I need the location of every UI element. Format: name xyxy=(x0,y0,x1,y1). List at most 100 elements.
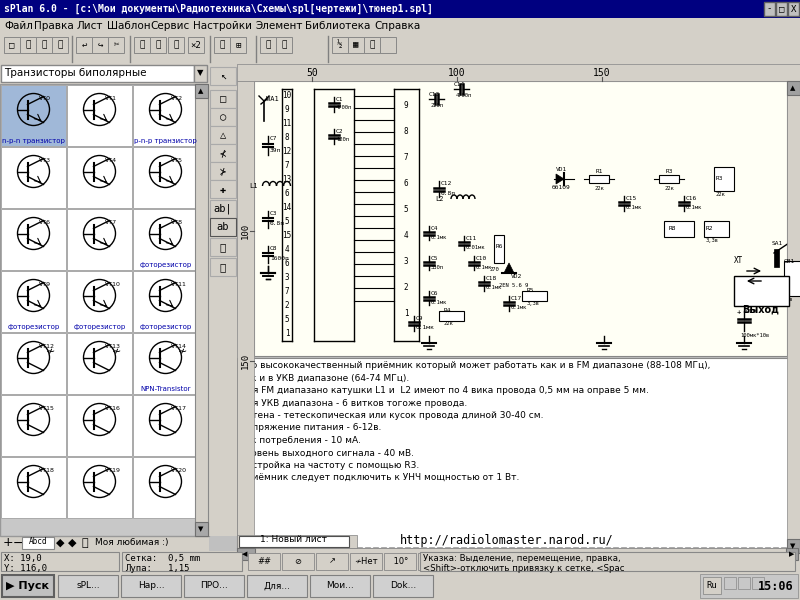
Text: 9: 9 xyxy=(285,105,290,114)
Text: C11: C11 xyxy=(466,236,478,241)
Text: 0.1мк: 0.1мк xyxy=(431,235,447,240)
Text: 1600п: 1600п xyxy=(270,256,289,261)
Bar xyxy=(67,333,132,394)
Text: X: 19,0
Y: 116,0: X: 19,0 Y: 116,0 xyxy=(4,554,47,574)
Bar xyxy=(2,575,54,597)
Text: ⊁: ⊁ xyxy=(220,166,226,176)
Text: 5: 5 xyxy=(404,205,408,214)
Text: 10°: 10° xyxy=(391,557,409,565)
Bar xyxy=(0,84,209,536)
Text: C13: C13 xyxy=(429,92,440,97)
Text: Правка: Правка xyxy=(34,21,74,31)
Text: □: □ xyxy=(220,94,226,104)
Text: 4700п: 4700п xyxy=(456,93,472,98)
Text: 150: 150 xyxy=(241,353,250,369)
Text: 14: 14 xyxy=(282,203,292,212)
Text: C8: C8 xyxy=(270,246,278,251)
Bar xyxy=(133,333,198,394)
Text: 6: 6 xyxy=(285,189,290,198)
Bar xyxy=(0,34,800,64)
Text: фоторезистор: фоторезистор xyxy=(139,324,192,330)
Bar xyxy=(788,2,799,16)
Text: Файл: Файл xyxy=(4,21,33,31)
Text: ◆: ◆ xyxy=(68,538,76,548)
Text: Мои...: Мои... xyxy=(326,581,354,590)
Bar xyxy=(494,235,504,263)
Bar xyxy=(4,37,20,53)
Bar xyxy=(133,85,198,146)
Text: 13: 13 xyxy=(282,175,292,184)
Text: ⧉: ⧉ xyxy=(139,40,145,49)
Bar xyxy=(418,553,446,570)
Text: VT17: VT17 xyxy=(170,407,186,412)
Bar xyxy=(776,2,787,16)
Text: VT1: VT1 xyxy=(105,97,117,101)
Text: p-n-p транзистор: p-n-p транзистор xyxy=(134,138,197,144)
Text: Для FM диапазано катушки L1 и  L2 имеют по 4 вика провода 0,5 мм на оправе 5 мм.: Для FM диапазано катушки L1 и L2 имеют п… xyxy=(240,386,649,395)
Text: □: □ xyxy=(779,4,784,13)
Text: 8: 8 xyxy=(285,133,290,142)
Bar xyxy=(247,575,307,597)
Text: sPlan 6.0 - [c:\Мои документы\Радиотехника\Схемы\spl[чертежи]\тюнер1.spl]: sPlan 6.0 - [c:\Мои документы\Радиотехни… xyxy=(4,4,433,14)
Text: ▼: ▼ xyxy=(198,526,204,532)
Bar xyxy=(188,37,204,53)
Text: ▲: ▲ xyxy=(198,88,204,94)
Text: 🔍: 🔍 xyxy=(370,40,374,49)
Bar xyxy=(210,126,236,144)
Text: 22к: 22к xyxy=(716,192,726,197)
Text: R1: R1 xyxy=(595,169,602,174)
Text: n-p-n транзистор: n-p-n транзистор xyxy=(2,138,65,144)
Bar xyxy=(237,81,254,553)
Bar xyxy=(210,180,236,198)
Text: VT6: VT6 xyxy=(38,220,50,226)
Bar xyxy=(1,85,66,146)
Bar xyxy=(210,144,236,162)
Text: C4: C4 xyxy=(431,226,438,231)
Text: VT8: VT8 xyxy=(170,220,182,226)
Bar xyxy=(209,64,237,536)
Text: ◀: ◀ xyxy=(242,551,247,557)
Text: WA1: WA1 xyxy=(266,96,278,102)
Text: ×2: ×2 xyxy=(190,40,202,49)
Text: Настройки: Настройки xyxy=(193,21,252,31)
Text: C5: C5 xyxy=(431,256,438,261)
Text: NPN-Transistor: NPN-Transistor xyxy=(140,386,190,392)
Bar xyxy=(248,553,280,570)
Text: http://radiolomaster.narod.ru/: http://radiolomaster.narod.ru/ xyxy=(400,534,614,547)
Text: 📋: 📋 xyxy=(155,40,161,49)
Text: 0.1мк: 0.1мк xyxy=(626,205,642,210)
Text: Настройка на частоту с помощью R3.: Настройка на частоту с помощью R3. xyxy=(240,461,419,470)
Text: −: − xyxy=(13,536,23,550)
Text: Указка: Выделение, перемещение, правка,
<Shift>-отключить привязку к сетке, <Spa: Указка: Выделение, перемещение, правка, … xyxy=(423,554,625,574)
Bar xyxy=(237,358,800,548)
Text: 💾: 💾 xyxy=(42,40,46,49)
Bar xyxy=(738,577,750,589)
Text: 0.1мк: 0.1мк xyxy=(431,300,447,305)
Bar xyxy=(194,65,207,82)
Bar xyxy=(0,0,800,18)
Bar xyxy=(230,37,246,53)
Text: Выход: Выход xyxy=(744,276,777,286)
Text: так и в УКВ диапазоне (64-74 МГц).: так и в УКВ диапазоне (64-74 МГц). xyxy=(240,373,410,383)
Bar xyxy=(700,574,798,598)
Bar xyxy=(67,85,132,146)
Bar xyxy=(237,64,800,81)
Text: Ток потребления - 10 мА.: Ток потребления - 10 мА. xyxy=(240,436,361,445)
Bar xyxy=(276,37,292,53)
Text: ↗: ↗ xyxy=(329,557,335,565)
Text: 270: 270 xyxy=(490,267,500,272)
Bar xyxy=(133,457,198,518)
Bar xyxy=(659,175,679,183)
Text: 📚: 📚 xyxy=(82,538,89,548)
Bar xyxy=(1,147,66,208)
Text: VT11: VT11 xyxy=(170,283,186,287)
Text: C1: C1 xyxy=(336,97,343,102)
Text: ⛰: ⛰ xyxy=(220,242,226,252)
Text: sPL...: sPL... xyxy=(76,581,100,590)
Text: 10: 10 xyxy=(282,91,292,100)
Text: 3: 3 xyxy=(404,257,408,266)
Text: VT13: VT13 xyxy=(105,344,121,349)
Text: Нар...: Нар... xyxy=(138,581,164,590)
Text: 0.1мк: 0.1мк xyxy=(511,305,527,310)
Bar xyxy=(133,209,198,270)
